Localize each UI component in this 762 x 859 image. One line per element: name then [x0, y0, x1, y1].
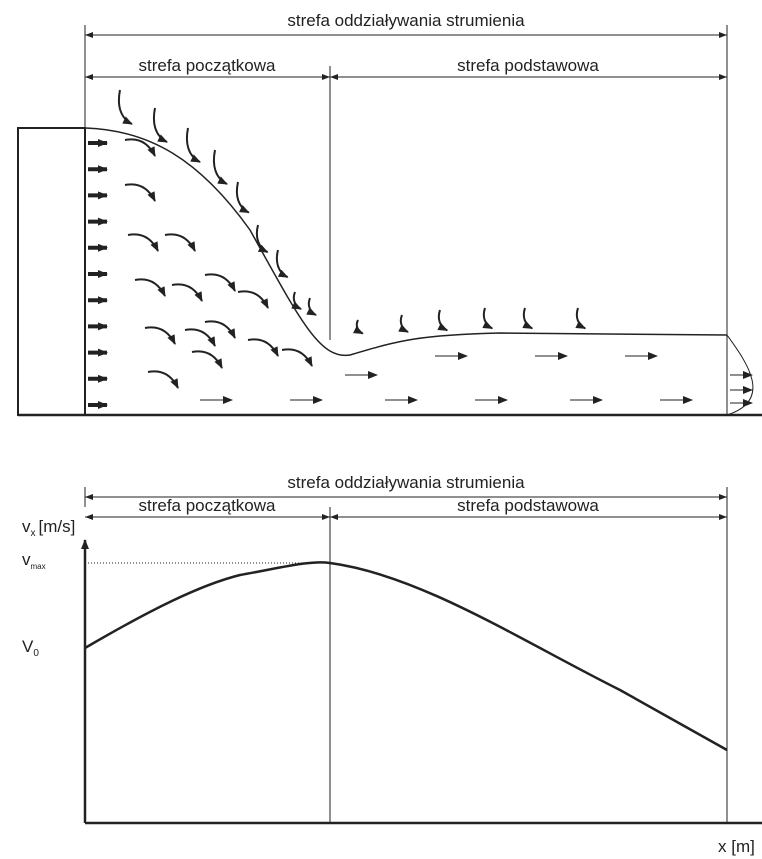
y-axis-label: vx [m/s] [22, 517, 75, 539]
arrow [191, 350, 223, 369]
arrow [437, 309, 449, 332]
arrow [184, 328, 216, 347]
arrow [124, 183, 156, 202]
arrow [171, 283, 203, 302]
subscript: 0 [33, 648, 39, 659]
arrow [127, 233, 159, 252]
flow-arrows [88, 89, 753, 409]
arrow [164, 233, 196, 252]
symbol: v [22, 517, 31, 536]
v0-label: V0 [22, 637, 39, 659]
arrow [235, 181, 250, 214]
subscript: max [31, 562, 46, 571]
nozzle-wall [17, 127, 86, 416]
arrow [117, 89, 133, 125]
zone-label: strefa podstawowa [457, 56, 599, 75]
zone-label: strefa oddziaływania strumienia [287, 11, 525, 30]
arrow [482, 307, 494, 330]
arrow [352, 319, 364, 335]
arrow [237, 290, 269, 309]
arrow [275, 249, 289, 279]
arrow [291, 291, 302, 310]
arrow [398, 314, 409, 333]
symbol: v [22, 550, 31, 569]
arrow [522, 307, 534, 330]
unit: [m/s] [39, 517, 76, 536]
x-axis-label: x [m] [718, 837, 755, 856]
arrow [204, 273, 236, 292]
arrow [185, 127, 201, 163]
arrow [147, 370, 179, 389]
symbol: V [22, 637, 34, 656]
arrow [144, 326, 176, 345]
arrow [152, 107, 168, 143]
velocity-curve [84, 561, 728, 752]
zone-label: strefa oddziaływania strumienia [287, 473, 525, 492]
zone-label: strefa początkowa [138, 496, 276, 515]
zone-label: strefa początkowa [138, 56, 276, 75]
arrow [255, 224, 269, 254]
arrow [124, 138, 156, 157]
arrow [306, 297, 317, 316]
arrow [204, 320, 236, 339]
arrow [281, 348, 313, 367]
arrow [575, 307, 587, 330]
vmax-label: vmax [22, 550, 46, 571]
zone-label: strefa podstawowa [457, 496, 599, 515]
arrow [134, 278, 166, 297]
jet-boundary [84, 127, 728, 357]
subscript: x [31, 528, 36, 539]
arrow [247, 338, 279, 357]
arrow [212, 149, 228, 185]
